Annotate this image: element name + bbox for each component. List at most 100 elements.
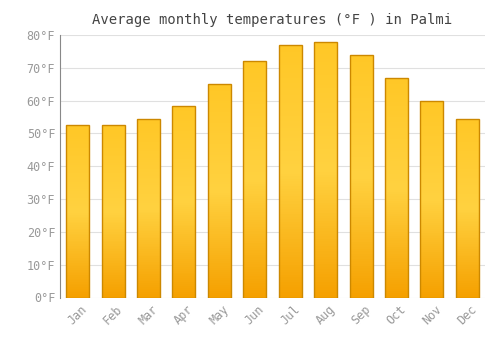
Bar — [137, 249, 160, 251]
Bar — [208, 148, 231, 150]
Bar — [385, 198, 408, 201]
Bar — [385, 131, 408, 133]
Bar — [172, 125, 196, 127]
Bar — [314, 272, 337, 274]
Bar — [102, 246, 124, 247]
Bar — [102, 251, 124, 253]
Bar — [314, 49, 337, 52]
Bar — [244, 92, 266, 94]
Bar — [350, 193, 372, 196]
Bar — [456, 238, 479, 240]
Bar — [314, 267, 337, 270]
Bar — [456, 119, 479, 298]
Bar — [208, 246, 231, 248]
Bar — [420, 254, 444, 256]
Bar — [244, 179, 266, 182]
Bar — [350, 166, 372, 169]
Bar — [385, 269, 408, 271]
Bar — [385, 245, 408, 247]
Bar — [314, 70, 337, 72]
Bar — [350, 178, 372, 181]
Bar — [172, 236, 196, 238]
Bar — [66, 289, 89, 290]
Bar — [137, 231, 160, 233]
Bar — [420, 140, 444, 142]
Bar — [420, 138, 444, 140]
Bar — [385, 227, 408, 229]
Bar — [172, 251, 196, 253]
Bar — [314, 131, 337, 134]
Bar — [66, 167, 89, 168]
Bar — [456, 172, 479, 174]
Bar — [137, 144, 160, 146]
Bar — [137, 170, 160, 172]
Bar — [385, 265, 408, 267]
Bar — [208, 212, 231, 214]
Bar — [102, 163, 124, 165]
Bar — [385, 240, 408, 243]
Bar — [314, 218, 337, 221]
Bar — [172, 131, 196, 132]
Bar — [456, 178, 479, 180]
Bar — [456, 140, 479, 142]
Bar — [244, 168, 266, 170]
Bar — [102, 277, 124, 279]
Bar — [244, 245, 266, 248]
Bar — [244, 236, 266, 238]
Bar — [314, 95, 337, 98]
Bar — [137, 204, 160, 206]
Bar — [314, 195, 337, 198]
Bar — [456, 242, 479, 244]
Bar — [385, 84, 408, 86]
Bar — [420, 187, 444, 189]
Bar — [385, 231, 408, 234]
Bar — [385, 95, 408, 97]
Bar — [137, 119, 160, 120]
Bar — [137, 226, 160, 228]
Bar — [420, 156, 444, 158]
Bar — [244, 290, 266, 293]
Bar — [314, 141, 337, 144]
Bar — [420, 248, 444, 250]
Bar — [385, 229, 408, 232]
Bar — [137, 212, 160, 214]
Bar — [137, 169, 160, 170]
Bar — [278, 108, 301, 111]
Bar — [244, 94, 266, 97]
Bar — [314, 149, 337, 152]
Bar — [137, 235, 160, 237]
Bar — [456, 215, 479, 217]
Bar — [420, 174, 444, 175]
Bar — [172, 205, 196, 207]
Bar — [208, 253, 231, 255]
Bar — [208, 178, 231, 180]
Bar — [172, 146, 196, 148]
Bar — [172, 217, 196, 219]
Bar — [350, 149, 372, 152]
Bar — [102, 177, 124, 178]
Bar — [278, 70, 301, 73]
Bar — [350, 222, 372, 225]
Bar — [350, 140, 372, 142]
Bar — [314, 77, 337, 80]
Bar — [172, 167, 196, 169]
Bar — [172, 142, 196, 144]
Bar — [137, 296, 160, 298]
Bar — [172, 253, 196, 255]
Bar — [244, 264, 266, 267]
Bar — [456, 281, 479, 283]
Bar — [244, 257, 266, 260]
Bar — [137, 183, 160, 185]
Bar — [172, 190, 196, 192]
Bar — [350, 152, 372, 154]
Bar — [244, 194, 266, 196]
Bar — [350, 169, 372, 171]
Bar — [102, 146, 124, 148]
Bar — [66, 254, 89, 256]
Bar — [420, 276, 444, 278]
Bar — [66, 282, 89, 284]
Bar — [278, 45, 301, 47]
Bar — [278, 265, 301, 267]
Bar — [102, 187, 124, 189]
Bar — [102, 193, 124, 194]
